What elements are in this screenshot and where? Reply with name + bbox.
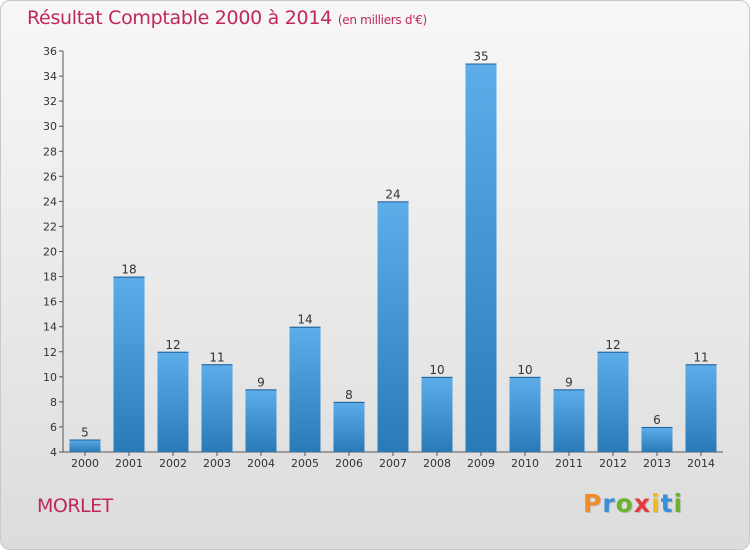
bar [157, 351, 189, 452]
bar [597, 351, 629, 452]
bar [113, 276, 145, 452]
bar-value-label: 14 [297, 313, 312, 327]
bar-value-label: 10 [517, 363, 532, 377]
y-tick-label: 12 [43, 346, 57, 359]
proxiti-logo: Proxiti [583, 489, 683, 518]
x-tick-label: 2009 [467, 457, 495, 470]
chart-subtitle: (en milliers d'€) [337, 13, 427, 27]
chart-title: Résultat Comptable 2000 à 2014 (en millie… [27, 7, 427, 29]
bar-value-label: 11 [209, 350, 224, 364]
bar-group: 11 [201, 350, 233, 452]
bar-group: 10 [421, 363, 453, 452]
bar-value-label: 18 [121, 263, 136, 277]
bar-group: 11 [685, 350, 717, 452]
bar-value-label: 8 [345, 388, 353, 402]
bar-group: 14 [289, 313, 321, 452]
x-tick-label: 2000 [71, 457, 99, 470]
y-tick-label: 10 [43, 371, 57, 384]
y-tick-label: 30 [43, 120, 57, 133]
logo-letter: i [673, 489, 684, 518]
bar-group: 6 [641, 413, 673, 452]
logo-letter: r [602, 489, 616, 518]
bar-value-label: 9 [565, 375, 573, 389]
bar-group: 9 [245, 375, 277, 452]
bar-value-label: 6 [653, 413, 661, 427]
logo-letter: o [615, 489, 634, 518]
x-tick-label: 2013 [643, 457, 671, 470]
bar [69, 439, 101, 452]
bar-group: 12 [597, 338, 629, 452]
x-tick-label: 2007 [379, 457, 407, 470]
y-tick-label: 14 [43, 321, 57, 334]
bar-group: 10 [509, 363, 541, 452]
logo-letter: P [583, 489, 603, 518]
bar [553, 389, 585, 452]
bar-group: 12 [157, 338, 189, 452]
y-tick-label: 4 [50, 446, 57, 459]
x-tick-label: 2006 [335, 457, 363, 470]
bar [421, 376, 453, 452]
bar-value-label: 5 [81, 425, 89, 439]
bar-value-label: 12 [605, 338, 620, 352]
x-tick-label: 2005 [291, 457, 319, 470]
bar-group: 9 [553, 375, 585, 452]
bar [641, 426, 673, 452]
x-tick-label: 2002 [159, 457, 187, 470]
x-tick-label: 2001 [115, 457, 143, 470]
y-tick-label: 28 [43, 145, 57, 158]
y-tick-label: 16 [43, 296, 57, 309]
bar [333, 401, 365, 452]
bar [465, 63, 497, 452]
x-tick-label: 2004 [247, 457, 275, 470]
bar-value-label: 24 [385, 187, 400, 201]
bar [201, 364, 233, 452]
bar-value-label: 35 [473, 50, 488, 64]
bar [685, 364, 717, 452]
bar-group: 8 [333, 388, 365, 452]
bar-group: 24 [377, 187, 409, 452]
y-tick-label: 6 [50, 421, 57, 434]
y-tick-label: 18 [43, 271, 57, 284]
bar-value-label: 12 [165, 338, 180, 352]
bar-group: 18 [113, 263, 145, 452]
bar [377, 201, 409, 452]
logo-letter: x [633, 489, 651, 518]
y-tick-label: 24 [43, 195, 57, 208]
logo-letter: t [660, 489, 674, 518]
bar-group: 35 [465, 50, 497, 452]
x-tick-label: 2003 [203, 457, 231, 470]
commune-name: MORLET [37, 495, 113, 517]
y-tick-label: 26 [43, 170, 57, 183]
y-tick-label: 20 [43, 246, 57, 259]
bar-value-label: 10 [429, 363, 444, 377]
logo-letter: i [651, 489, 661, 518]
y-tick-label: 36 [43, 45, 57, 58]
x-tick-label: 2014 [687, 457, 715, 470]
bar [245, 389, 277, 452]
x-tick-label: 2010 [511, 457, 539, 470]
x-tick-label: 2008 [423, 457, 451, 470]
bar-value-label: 9 [257, 375, 265, 389]
chart-title-text: Résultat Comptable 2000 à 2014 [27, 7, 332, 29]
x-tick-label: 2011 [555, 457, 583, 470]
bar [509, 376, 541, 452]
y-tick-label: 8 [50, 396, 57, 409]
y-tick-label: 22 [43, 220, 57, 233]
bar [289, 326, 321, 452]
x-tick-label: 2012 [599, 457, 627, 470]
y-tick-label: 32 [43, 95, 57, 108]
bar-value-label: 11 [693, 350, 708, 364]
y-tick-label: 34 [43, 70, 57, 83]
bar-group: 5 [69, 425, 101, 452]
bars: 5 18 12 11 9 14 8 24 10 35 10 9 12 6 11 [69, 50, 717, 452]
